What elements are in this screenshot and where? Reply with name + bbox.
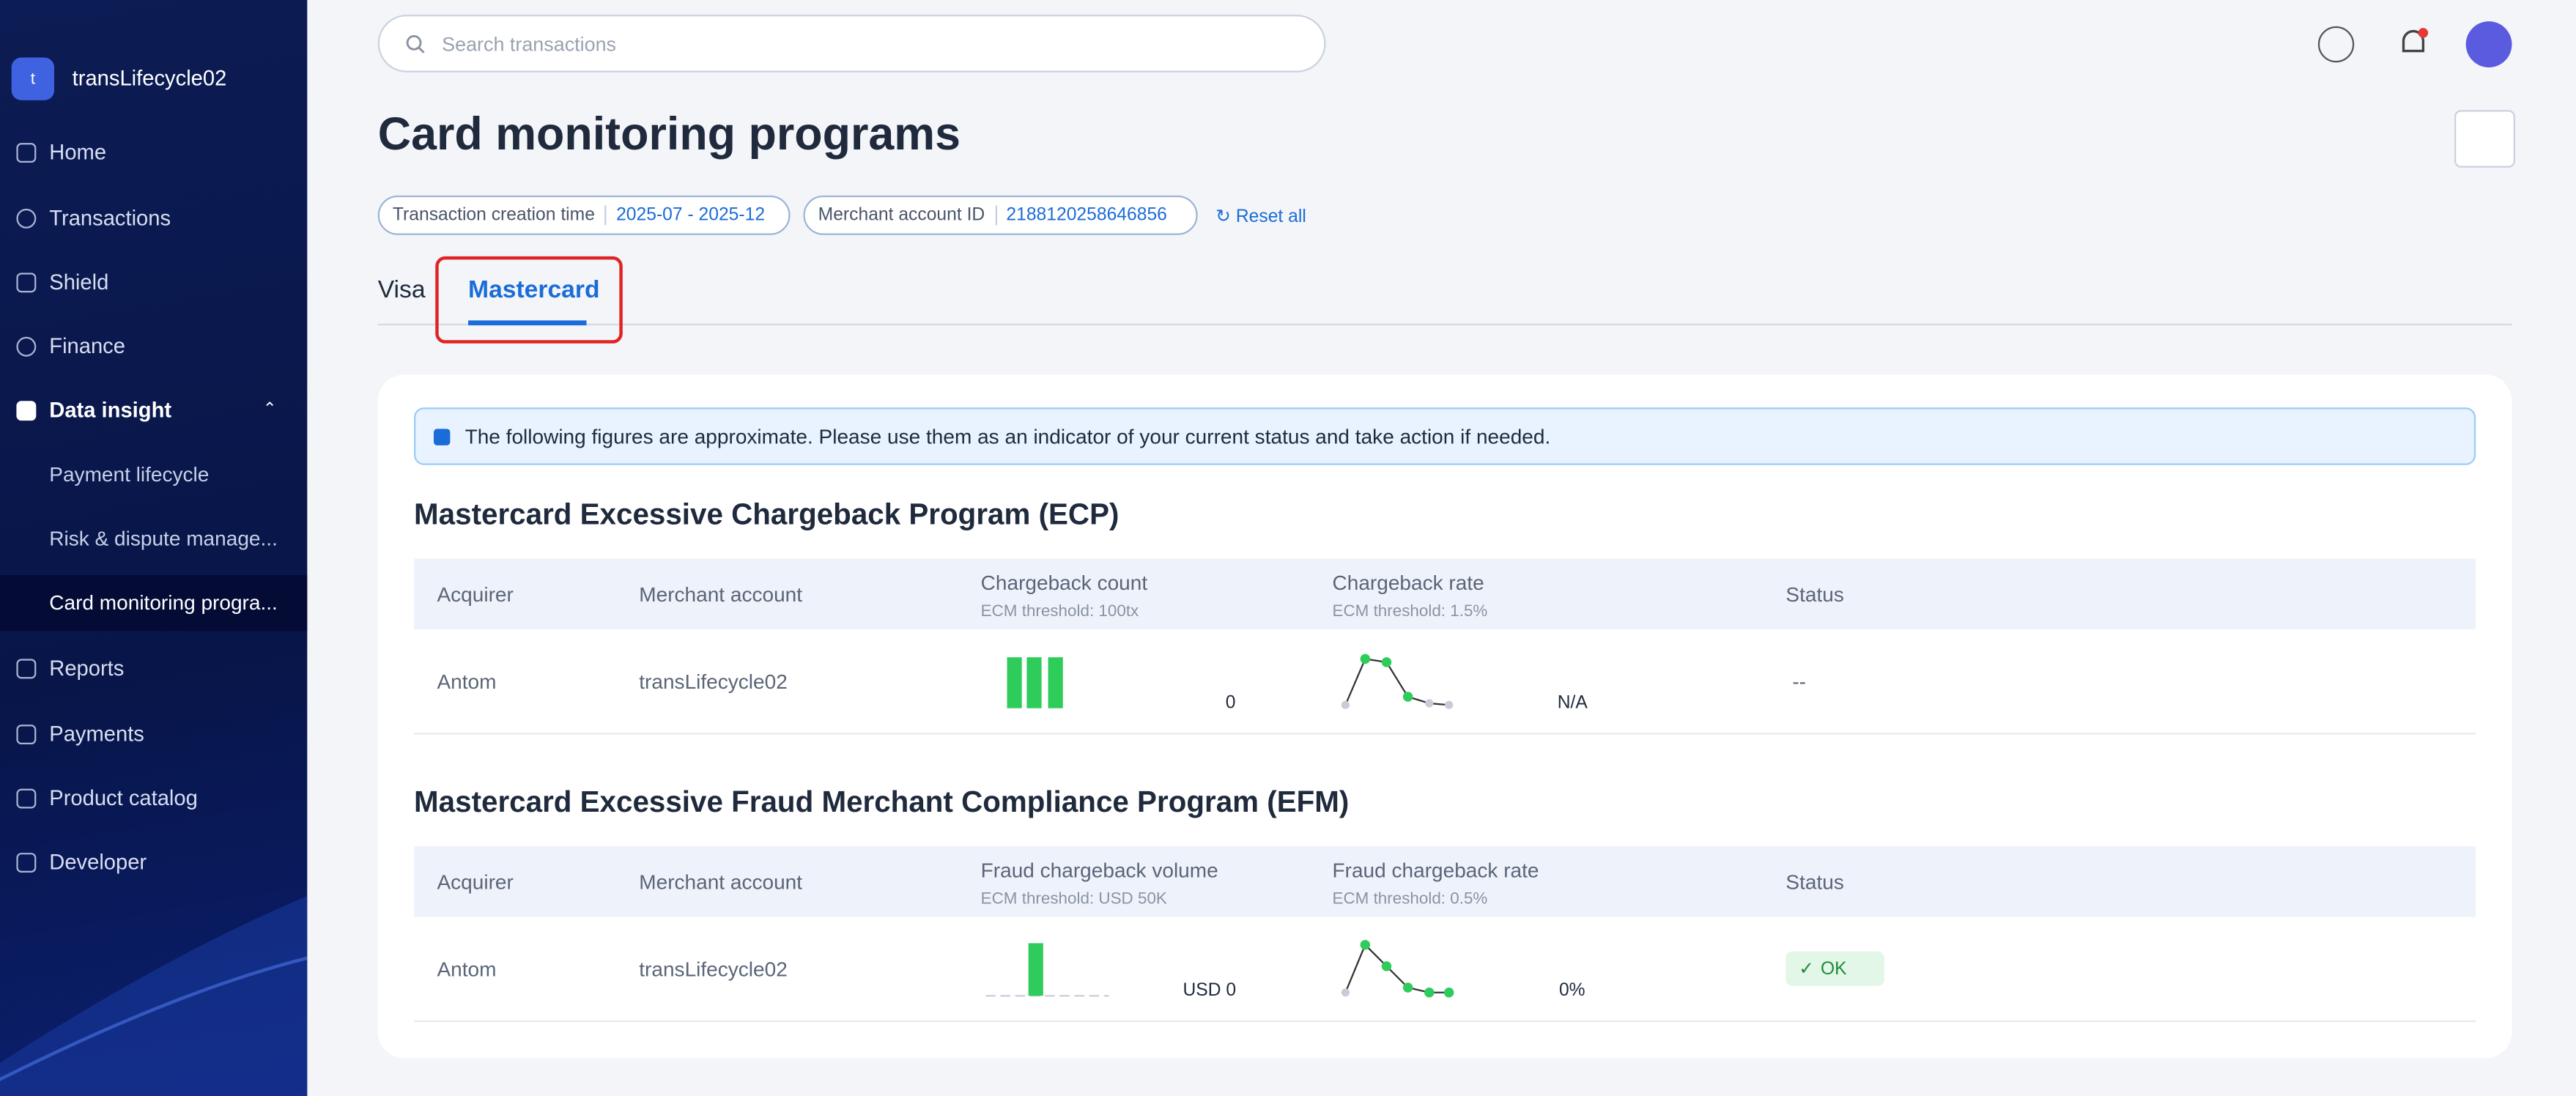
cell-volume: USD 0 [1182, 981, 1237, 1001]
cell-acquirer: Antom [437, 670, 497, 694]
cell-rate: 0% [1558, 981, 1585, 1001]
tab-indicator [468, 320, 587, 326]
notice-text: The following figures are approximate. P… [465, 425, 1551, 449]
row-divider [414, 733, 2476, 735]
collapse-icon[interactable]: ⌃ [262, 401, 277, 419]
nav-item[interactable]: Reports [16, 656, 124, 681]
subnav-item[interactable]: Risk & dispute manage... [49, 527, 278, 551]
nav-item[interactable]: Finance [16, 333, 125, 358]
nav-label: Product catalog [49, 785, 198, 810]
column-header: Merchant account [639, 870, 803, 895]
search-icon [406, 34, 425, 53]
cell-count: 0 [1225, 693, 1236, 714]
section-title: Mastercard Excessive Chargeback Program … [414, 497, 1119, 531]
cell-merchant: transLifecycle02 [639, 670, 788, 694]
nav-item[interactable]: Payments [16, 721, 144, 747]
column-header: Status [1785, 870, 1844, 895]
column-header: Chargeback rate [1332, 571, 1484, 595]
search-placeholder: Search transactions [442, 32, 617, 56]
info-button[interactable] [2454, 110, 2515, 168]
filter[interactable]: Transaction creation time 2025-07 - 2025-… [377, 195, 791, 235]
tab[interactable]: Visa [377, 275, 426, 304]
assistant-icon[interactable] [2317, 26, 2355, 63]
tab-divider [377, 323, 2512, 326]
filter-value: 2188120258646856 [994, 205, 1167, 226]
notice: The following figures are approximate. P… [414, 407, 2476, 465]
nav-label: Shield [49, 269, 109, 295]
table-header [414, 846, 2476, 917]
notification-icon[interactable] [2397, 26, 2430, 62]
highlight-box [435, 256, 623, 344]
nav-label: Home [49, 139, 107, 165]
nav-label: Finance [49, 333, 125, 358]
cell-acquirer: Antom [437, 958, 497, 982]
nav-item[interactable]: Product catalog [16, 785, 198, 810]
filter-label: Merchant account ID [818, 205, 985, 226]
reset-link[interactable]: ↻ Reset all [1215, 207, 1306, 227]
cell-merchant: transLifecycle02 [639, 958, 788, 982]
table-header [414, 558, 2476, 630]
nav-label: Data insight [49, 397, 172, 423]
cell-rate: N/A [1557, 693, 1588, 714]
section-title: Mastercard Excessive Fraud Merchant Comp… [414, 785, 1350, 818]
user-avatar[interactable] [2465, 21, 2512, 67]
notice-icon [433, 429, 451, 445]
column-subheader: ECM threshold: USD 50K [980, 890, 1167, 909]
subnav-item[interactable]: Payment lifecycle [49, 463, 210, 486]
sparkbar [1007, 657, 1063, 708]
column-header: Merchant account [639, 583, 803, 607]
column-header: Status [1785, 583, 1844, 607]
page-title: Card monitoring programs [377, 108, 961, 160]
column-header: Fraud chargeback rate [1332, 859, 1539, 883]
status-badge: ✓ OK [1785, 951, 1884, 986]
tab[interactable]: Mastercard [468, 275, 600, 304]
filter-value: 2025-07 - 2025-12 [604, 205, 765, 226]
nav-item[interactable]: Shield [16, 269, 109, 295]
account-avatar: t [11, 57, 54, 100]
column-subheader: ECM threshold: 1.5% [1332, 603, 1488, 621]
sidebar: t transLifecycle02 Home Transactions Shi… [0, 0, 308, 1096]
nav-item[interactable]: Transactions [16, 205, 171, 230]
column-header: Acquirer [437, 870, 514, 895]
status-text: OK [1820, 958, 1847, 979]
column-subheader: ECM threshold: 0.5% [1332, 890, 1488, 909]
nav-item[interactable]: Home [16, 139, 107, 165]
nav-label: Reports [49, 655, 125, 681]
sparkline [1341, 939, 1454, 998]
ok-icon: ✓ [1799, 959, 1814, 980]
column-header: Fraud chargeback volume [980, 859, 1218, 883]
nav-item[interactable]: Developer [16, 849, 147, 875]
nav-label: Transactions [49, 205, 171, 231]
subnav-item[interactable]: Card monitoring progra... [49, 591, 278, 615]
nav-label: Payments [49, 721, 144, 747]
column-subheader: ECM threshold: 100tx [980, 603, 1139, 621]
selected-bg [0, 575, 308, 632]
sidebar-decoration [0, 896, 308, 1096]
row-divider [414, 1020, 2476, 1023]
sparkline [1341, 653, 1454, 709]
column-header: Chargeback count [980, 571, 1148, 595]
cell-status: -- [1792, 670, 1807, 694]
sparkbar [985, 943, 1109, 997]
nav-item[interactable]: Data insight [16, 397, 172, 423]
account-name[interactable]: transLifecycle02 [72, 65, 227, 91]
column-header: Acquirer [437, 583, 514, 607]
nav-label: Developer [49, 849, 147, 875]
reset-label: Reset all [1235, 207, 1306, 227]
search-box[interactable]: Search transactions [377, 15, 1326, 73]
card [377, 374, 2512, 1059]
filter[interactable]: Merchant account ID 2188120258646856 [803, 195, 1198, 235]
filter-label: Transaction creation time [392, 205, 595, 226]
